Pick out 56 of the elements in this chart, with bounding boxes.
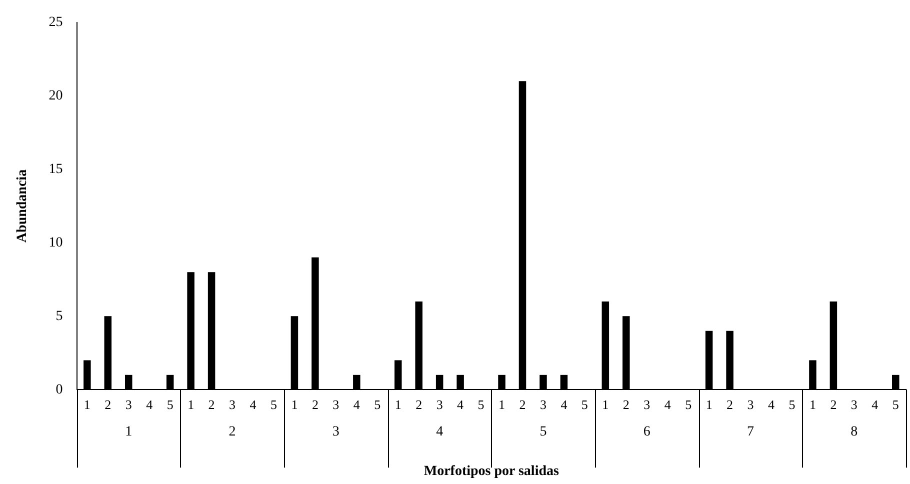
x-tick-label: 4: [560, 396, 568, 412]
y-tick-label: 20: [48, 88, 63, 104]
x-tick-label: 4: [353, 396, 360, 412]
x-tick-label: 5: [166, 396, 174, 412]
x-tick-label: 5: [478, 396, 484, 412]
x-tick-label: 4: [457, 396, 464, 412]
x-tick-label: 4: [146, 396, 154, 412]
x-tick-label: 1: [602, 396, 609, 412]
x-tick-label: 1: [394, 396, 402, 412]
x-tick-label: 3: [644, 396, 650, 412]
x-tick-label: 5: [892, 396, 899, 412]
x-tick-label: 2: [830, 396, 837, 412]
x-tick-label: 5: [788, 396, 796, 412]
x-tick-label: 1: [84, 396, 90, 412]
x-tick-label: 3: [332, 396, 340, 412]
x-axis-title: Morfotipos por salidas: [424, 464, 560, 480]
x-tick-label: 2: [416, 396, 422, 412]
y-tick-label: 25: [48, 15, 63, 30]
x-tick-label: 2: [208, 396, 215, 412]
x-tick-label: 3: [436, 396, 443, 412]
x-tick-label: 3: [747, 396, 754, 412]
text: 4: [436, 424, 444, 440]
x-tick-label: 2: [726, 396, 734, 412]
x-tick-label: 3: [540, 396, 546, 412]
x-tick-label: 1: [809, 396, 816, 412]
x-tick-label: 4: [872, 396, 879, 412]
y-tick-label: 5: [56, 308, 63, 324]
y-axis-title: Abundancia: [15, 169, 30, 243]
x-tick-label: 5: [270, 396, 277, 412]
x-tick-label: 5: [374, 396, 381, 412]
text: 8: [850, 424, 858, 440]
text: 3: [332, 424, 340, 440]
x-tick-label: 1: [188, 396, 194, 412]
x-tick-label: 3: [229, 396, 236, 412]
text: 1: [125, 424, 132, 440]
y-tick-label: 0: [56, 382, 63, 398]
x-tick-label: 2: [312, 396, 318, 412]
x-tick-label: 2: [622, 396, 630, 412]
x-tick-label: 4: [768, 396, 776, 412]
y-tick-label: 15: [48, 162, 63, 177]
x-tick-label: 4: [250, 396, 257, 412]
text: 2: [228, 424, 236, 440]
x-tick-label: 4: [664, 396, 672, 412]
x-tick-label: 3: [125, 396, 132, 412]
x-tick-label: 1: [706, 396, 712, 412]
x-tick-label: 1: [498, 396, 506, 412]
x-tick-label: 5: [581, 396, 588, 412]
x-tick-label: 2: [519, 396, 526, 412]
text: 7: [747, 424, 754, 440]
x-tick-label: 2: [104, 396, 112, 412]
y-tick-label: 10: [48, 235, 63, 250]
x-tick-label: 5: [685, 396, 692, 412]
x-tick-label: 1: [291, 396, 298, 412]
x-tick-label: 3: [850, 396, 858, 412]
text: 6: [643, 424, 650, 440]
text: 5: [540, 424, 547, 440]
